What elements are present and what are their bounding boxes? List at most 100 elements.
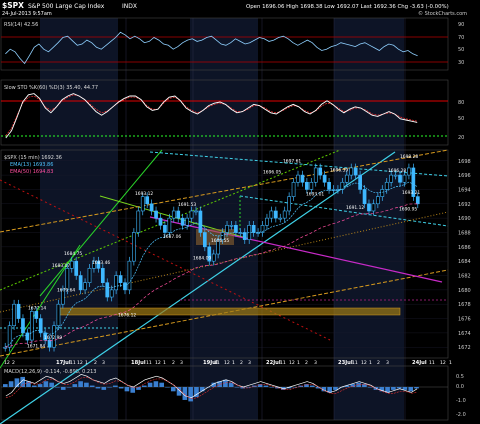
macd-histogram-bar — [228, 382, 234, 387]
macd-histogram-bar — [396, 387, 402, 389]
macd-histogram-bar — [101, 387, 107, 390]
chart-date: 24-Jul-2013 9:57am — [2, 11, 52, 17]
x-tick: 2 — [94, 360, 97, 366]
macd-histogram-bar — [3, 384, 8, 387]
macd-histogram-bar — [37, 384, 43, 387]
macd-histogram-bar — [182, 387, 188, 400]
candle — [211, 253, 216, 262]
candle — [92, 260, 96, 269]
candle — [353, 167, 358, 176]
x-tick: 3 — [102, 360, 105, 366]
candle — [194, 210, 198, 213]
macd-histogram-bar — [20, 376, 26, 387]
candle — [158, 217, 163, 226]
candle — [398, 174, 402, 183]
candle — [185, 217, 189, 226]
price-legend-2: EMA(50) 1694.83 — [10, 169, 53, 175]
price-annotation: 1693.12 — [135, 191, 153, 197]
x-tick: 1 — [449, 360, 452, 366]
price-annotation: 1691.53 — [178, 202, 196, 208]
candle — [109, 289, 114, 298]
sto-tick: 80 — [458, 100, 464, 106]
macd-histogram-bar — [217, 381, 222, 387]
macd-histogram-bar — [275, 387, 280, 389]
x-tick: 2 — [377, 360, 380, 366]
x-tick: 2 — [12, 360, 15, 366]
macd-histogram-bar — [321, 387, 327, 392]
candle — [340, 181, 345, 190]
price-annotation: 1679.64 — [57, 287, 75, 293]
price-annotation: 1677.14 — [28, 305, 46, 311]
candle — [402, 174, 407, 183]
price-series — [3, 163, 420, 352]
candle — [154, 210, 158, 219]
macd-histogram-bar — [130, 387, 136, 393]
x-tick: 12 — [77, 360, 83, 366]
candle — [380, 189, 385, 197]
price-annotation: 1671.84 — [27, 343, 45, 349]
price-annotation: 1672.99 — [44, 335, 62, 341]
x-tick: 11 — [146, 360, 152, 366]
candle — [65, 268, 70, 291]
sto-panel — [0, 79, 449, 146]
macd-histogram-bar — [8, 381, 14, 387]
price-annotation: 1696.39 — [330, 167, 348, 173]
x-tick: 11 — [214, 360, 220, 366]
macd-histogram-bar — [113, 385, 118, 387]
candle — [265, 217, 269, 226]
support-zone — [57, 307, 401, 316]
macd-histogram-bar — [118, 387, 124, 389]
x-tick: 11 — [70, 360, 76, 366]
x-tick: 18Jul — [131, 360, 146, 366]
candle — [149, 203, 154, 212]
x-tick: 1 — [297, 360, 300, 366]
macd-signal-line — [5, 376, 418, 400]
x-tick: 11 — [352, 360, 358, 366]
candle — [358, 174, 362, 190]
price-tick: 1676 — [458, 317, 471, 323]
price-tick: 1688 — [458, 230, 471, 236]
macd-tick: -2.0 — [456, 412, 466, 418]
macd-histogram-bar — [136, 387, 141, 390]
macd-histogram-bar — [142, 385, 147, 387]
price-tick: 1698 — [458, 159, 471, 165]
macd-histogram-bar — [199, 387, 205, 392]
rsi-tick: 90 — [458, 22, 464, 28]
macd-histogram-bar — [327, 387, 332, 393]
candle — [371, 203, 376, 212]
x-tick: 11 — [429, 360, 435, 366]
x-tick: 3 — [386, 360, 389, 366]
macd-histogram-bar — [367, 387, 373, 388]
trendline-green-steep — [39, 149, 163, 297]
price-annotation: 1693.21 — [402, 190, 420, 196]
candle — [83, 282, 87, 291]
candle — [411, 167, 416, 197]
price-annotation: 1697.61 — [283, 159, 301, 165]
macd-histogram-bar — [43, 381, 49, 387]
candle — [229, 225, 234, 227]
x-tick: 22Jul — [266, 360, 281, 366]
rsi-series — [5, 31, 418, 65]
macd-histogram-bar — [292, 387, 298, 388]
rsi-axis: 90 70 50 30 — [458, 22, 464, 66]
day-band — [334, 18, 404, 420]
candle — [16, 303, 21, 319]
day-band — [40, 18, 118, 420]
macd-histogram-bar — [263, 385, 269, 387]
price-tick: 1674 — [458, 331, 471, 337]
candle — [367, 203, 371, 212]
macd-histogram-bar — [72, 384, 78, 387]
candle — [198, 210, 203, 233]
candle — [415, 196, 420, 205]
sto-series — [5, 93, 418, 139]
candle — [349, 167, 354, 176]
price-panel — [0, 149, 449, 359]
sto-tick: 50 — [458, 116, 464, 122]
macd-histogram-bar — [124, 387, 130, 392]
price-legend-0: $SPX (15 min) 1692.36 — [4, 155, 62, 161]
candle — [282, 210, 287, 219]
x-tick: 2 — [172, 360, 175, 366]
x-tick: 19Jul — [203, 360, 218, 366]
